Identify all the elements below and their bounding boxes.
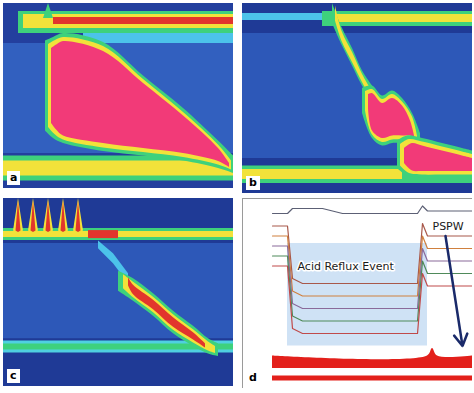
svg-text:PSPW: PSPW bbox=[433, 220, 464, 233]
html-text:c: c bbox=[10, 369, 17, 382]
html-text:d: d bbox=[249, 371, 257, 384]
html-text:b: b bbox=[249, 176, 257, 189]
svg-text:Acid Reflux Event: Acid Reflux Event bbox=[298, 260, 395, 273]
html-text:a: a bbox=[10, 171, 18, 184]
